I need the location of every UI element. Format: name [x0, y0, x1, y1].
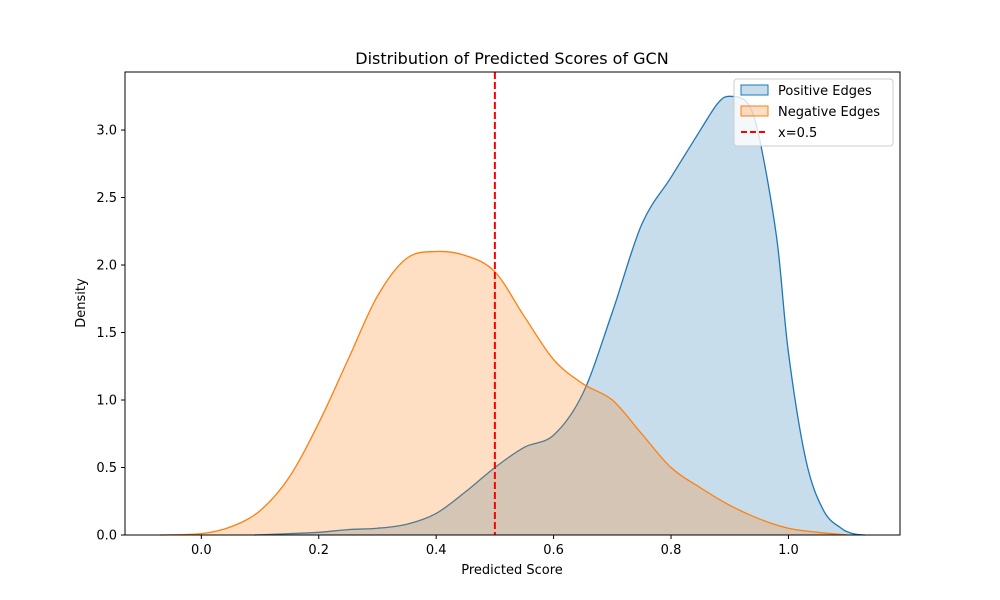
- legend: Positive Edges Negative Edges x=0.5: [733, 78, 894, 147]
- x-tick-label: 0.8: [661, 543, 682, 558]
- kde-area-negative: [160, 251, 848, 535]
- x-tick-label: 0.6: [543, 543, 564, 558]
- legend-swatch-negative: [740, 105, 769, 117]
- legend-label-positive: Positive Edges: [778, 84, 872, 99]
- y-tick-label: 2.5: [96, 191, 117, 206]
- x-axis: 0.0 0.2 0.4 0.6 0.8 1.0: [191, 535, 799, 558]
- y-tick-label: 0.5: [96, 461, 117, 476]
- y-tick-label: 3.0: [96, 124, 117, 139]
- y-axis-label: Density: [74, 278, 89, 328]
- x-tick-label: 0.2: [308, 543, 329, 558]
- kde-line-positive: [254, 95, 865, 536]
- legend-swatch-positive: [740, 84, 769, 96]
- y-axis: 0.0 0.5 1.0 1.5 2.0 2.5 3.0: [96, 124, 125, 544]
- x-tick-label: 0.0: [191, 543, 212, 558]
- legend-label-threshold: x=0.5: [778, 126, 817, 141]
- axes-frame: [124, 71, 901, 536]
- x-tick-label: 1.0: [778, 543, 799, 558]
- plot-area: [160, 72, 865, 536]
- kde-line-negative: [160, 250, 848, 536]
- y-tick-label: 0.0: [96, 529, 117, 544]
- x-axis-label: Predicted Score: [461, 563, 563, 578]
- legend-box: [733, 78, 894, 147]
- y-tick-label: 2.0: [96, 259, 117, 274]
- y-tick-label: 1.5: [96, 326, 117, 341]
- kde-area-positive: [254, 96, 865, 536]
- chart-title: Distribution of Predicted Scores of GCN: [355, 49, 668, 68]
- legend-label-negative: Negative Edges: [778, 105, 880, 120]
- x-tick-label: 0.4: [426, 543, 447, 558]
- y-tick-label: 1.0: [96, 394, 117, 409]
